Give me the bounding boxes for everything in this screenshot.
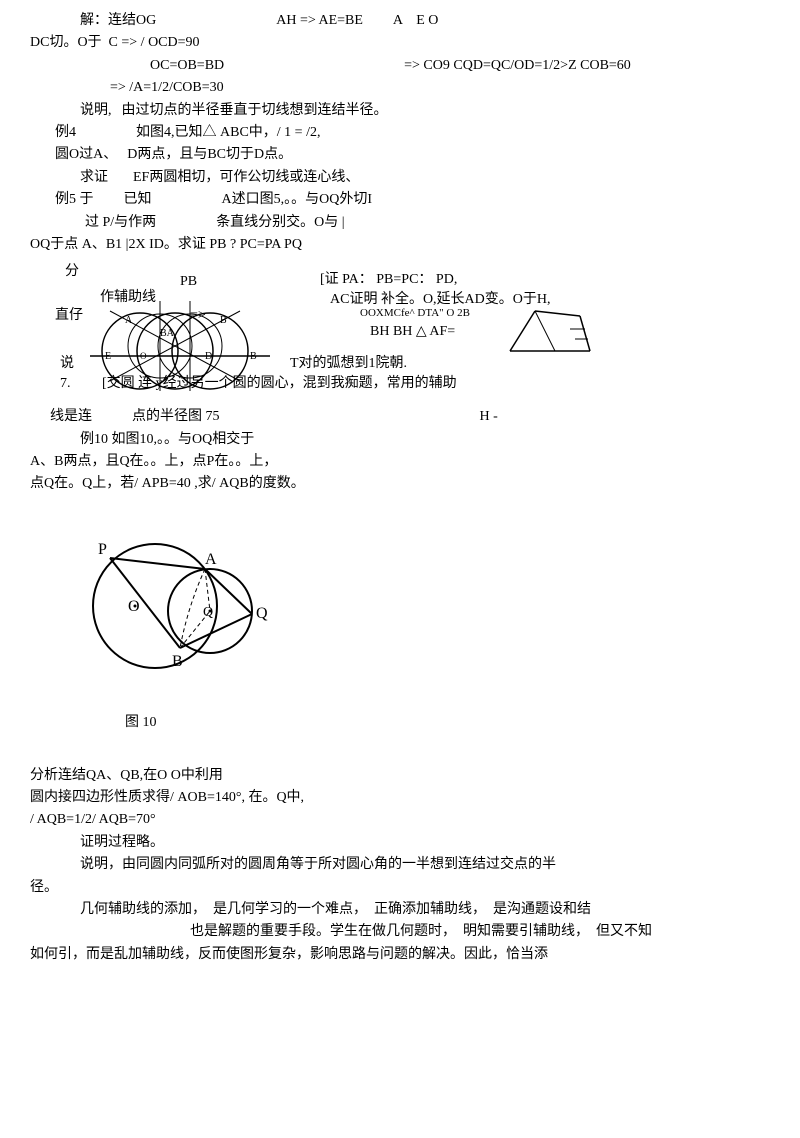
line9: 例5 于 已知 A述口图5,。。与OQ外切I: [30, 189, 770, 211]
line1-mid: AH => AE=BE: [276, 13, 363, 28]
line3-right: => CO9 CQD=QC/OD=1/2>Z COB=60: [404, 55, 631, 77]
line8: 求证 EF两圆相切，可作公切线或连心线、: [30, 167, 770, 189]
line3-mid: OC=OB=BD: [150, 55, 224, 77]
line14-text3: BH BH △ AF=: [370, 321, 455, 343]
para1: 分析连结QA、QB,在O O中利用: [30, 765, 770, 787]
line8-label: 求证: [30, 167, 108, 189]
line7-label: 圆O过A、: [30, 144, 117, 166]
line6: 例4 如图4,已知△ ABC中，/ 1 = /2,: [30, 122, 770, 144]
line7: 圆O过A、 D两点，且与BC切于D点。: [30, 144, 770, 166]
para7: 如何引，而是乱加辅助线，反而使图形复杂，影响思路与问题的解决。因此，恰当添: [30, 944, 770, 966]
line17-label: 线是连: [30, 406, 92, 428]
svg-text:BA: BA: [160, 328, 175, 339]
label-A: A: [205, 551, 217, 568]
line9-text1: 已知: [124, 189, 152, 211]
line4: => /A=1/2/COB=30: [30, 77, 770, 99]
small-triangle-figure: [500, 301, 600, 361]
label-P: P: [98, 541, 107, 558]
line5-text: 由过切点的半径垂直于切线想到连结半径。: [122, 100, 388, 122]
line6-label: 例4: [30, 122, 76, 144]
line17-text1: 点的半径图 75: [132, 406, 220, 428]
line9-text2: A述口图5,。。与OQ外切I: [222, 189, 373, 211]
para3: / AQB=1/2/ AQB=70°: [30, 809, 770, 831]
label-O2: Q: [203, 605, 213, 620]
line10-label: 过 P/与作两: [30, 212, 156, 234]
line14-text2: OOXMCfe^ DTA" O 2B: [360, 305, 470, 323]
line16-label: 7.: [60, 373, 71, 395]
svg-text:B: B: [250, 351, 257, 362]
line5: 说明, 由过切点的半径垂直于切线想到连结半径。: [30, 100, 770, 122]
line20: 点Q在。Q上，若/ APB=40 ,求/ AQB的度数。: [30, 473, 770, 495]
label-B: B: [172, 653, 183, 670]
svg-text:E: E: [105, 351, 111, 362]
svg-text:B: B: [220, 315, 227, 326]
svg-text:O: O: [140, 351, 147, 361]
line5-label: 说明,: [30, 100, 112, 122]
line19: A、B两点，且Q在。。上，点P在。。上，: [30, 451, 770, 473]
para2: 圆内接四边形性质求得/ AOB=140°, 在。Q中,: [30, 787, 770, 809]
line8-text: EF两圆相切，可作公切线或连心线、: [133, 167, 359, 189]
label-Q: Q: [256, 605, 268, 622]
para5: 说明，由同圆内同弧所对的圆周角等于所对圆心角的一半想到连结过交点的半: [30, 854, 770, 876]
overlap-circles-figure: A B BA D E O B: [70, 281, 330, 401]
svg-text:D: D: [205, 351, 212, 362]
line10-text: 条直线分别交。O与 |: [216, 212, 344, 234]
line3: OC=OB=BD => CO9 CQD=QC/OD=1/2>Z COB=60: [30, 55, 770, 77]
line17-text2: H -: [480, 406, 498, 428]
figure-10: P A O Q B Q: [70, 516, 290, 696]
line6-text: 如图4,已知△ ABC中，/ 1 = /2,: [136, 122, 320, 144]
svg-text:A: A: [125, 315, 133, 326]
line9-label: 例5 于: [30, 189, 94, 211]
para6: 几何辅助线的添加， 是几何学习的一个难点， 正确添加辅助线， 是沟通题设和结: [30, 899, 770, 921]
para5-end: 径。: [30, 877, 770, 899]
line1-left: 解：连结OG: [30, 13, 156, 28]
para6-line2: 也是解题的重要手段。学生在做几何题时， 明知需要引辅助线， 但又不知: [30, 921, 770, 943]
line18: 例10 如图10,。。与OQ相交于: [30, 429, 770, 451]
line2: DC切。O于 C => / OCD=90: [30, 32, 770, 54]
line11: OQ于点 A、B1 |2X ID。求证 PB ? PC=PA PQ: [30, 234, 770, 256]
line17: 线是连 点的半径图 75 H -: [30, 406, 770, 428]
line10: 过 P/与作两 条直线分别交。O与 |: [30, 212, 770, 234]
line7-text: D两点，且与BC切于D点。: [127, 144, 292, 166]
line1-right: A E O: [393, 13, 439, 28]
analysis-block: 分析连结QA、QB,在O O中利用 圆内接四边形性质求得/ AOB=140°, …: [30, 765, 770, 967]
line1: 解：连结OG AH => AE=BE A E O: [30, 10, 770, 32]
figure-10-caption: 图 10: [125, 712, 770, 734]
para4: 证明过程略。: [30, 832, 770, 854]
complex-overlay: 分 PB [证 PA： PB=PC： PD, 作辅助线 AC证明 补全。O,延长…: [30, 261, 770, 401]
